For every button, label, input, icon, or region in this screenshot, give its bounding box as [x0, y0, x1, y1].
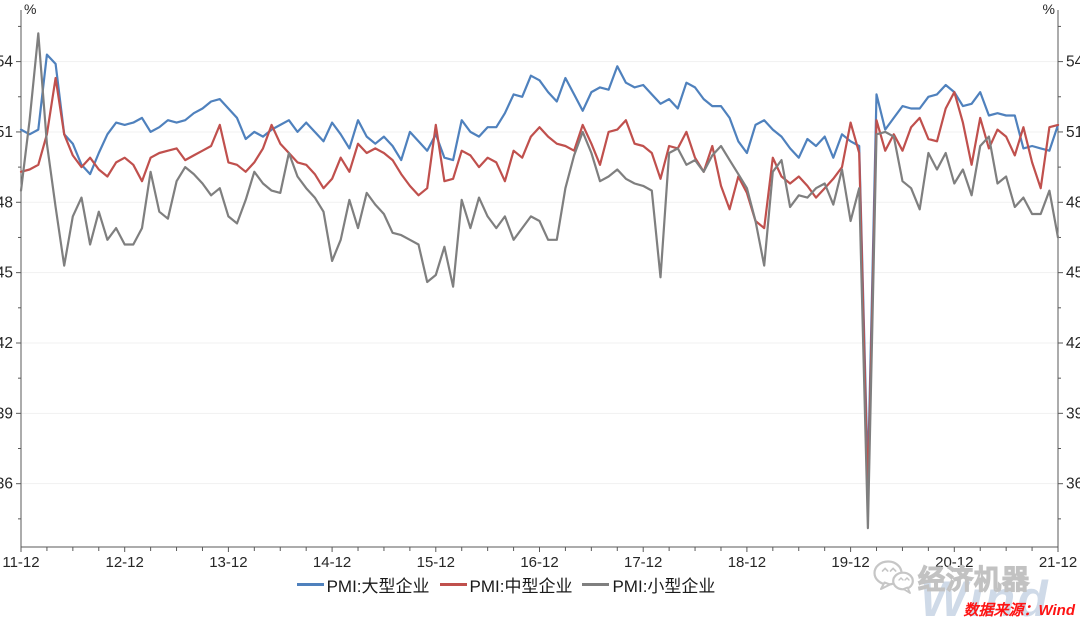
y-tick-label-right: 45 [1066, 265, 1080, 282]
x-tick-label: 18-12 [728, 554, 766, 571]
x-tick-label: 16-12 [520, 554, 558, 571]
y-axis-unit-left: % [24, 1, 36, 17]
legend-swatch-small [582, 583, 610, 586]
y-tick-label-right: 54 [1066, 54, 1080, 71]
y-tick-label-right: 39 [1066, 405, 1080, 422]
x-tick-label: 13-12 [209, 554, 247, 571]
brand-name: 经济机器 [917, 564, 1030, 595]
legend-item-medium: PMI:中型企业 [439, 572, 573, 597]
legend-swatch-medium [439, 583, 467, 586]
series-line-2 [19, 32, 1060, 530]
y-tick-label-left: 42 [0, 335, 13, 352]
series-line-1 [19, 76, 1060, 497]
legend-item-small: PMI:小型企业 [582, 572, 715, 597]
x-tick-label: 21-12 [1039, 554, 1077, 571]
data-source-label: 数据来源：Wind [963, 602, 1075, 619]
x-tick-label: 15-12 [417, 554, 455, 571]
y-tick-label-right: 36 [1066, 476, 1080, 493]
gridlines [21, 61, 1058, 485]
x-tick-label: 17-12 [624, 554, 662, 571]
x-tick-label: 14-12 [313, 554, 351, 571]
x-axis-ticks: 11-12 12-12 13-12 14-12 15-12 16-12 17-12 18-12… [2, 547, 1077, 571]
wind-watermark: Wind [920, 571, 1050, 627]
x-tick-label: 12-12 [106, 554, 144, 571]
y-tick-label-left: 45 [0, 265, 13, 282]
y-tick-label-left: 48 [0, 194, 13, 211]
chart-legend: PMI:大型企业 PMI:中型企业 PMI:小型企业 [0, 572, 1012, 597]
series-line-0 [19, 53, 1060, 478]
legend-label-large: PMI:大型企业 [326, 577, 430, 596]
x-tick-label: 11-12 [2, 554, 39, 571]
x-tick-label: 20-12 [935, 554, 973, 571]
legend-swatch-large [296, 583, 324, 586]
y-axis-ticks: 36 36 39 39 42 42 45 45 48 48 51 51 54 54 [0, 25, 1080, 520]
y-tick-label-left: 36 [0, 476, 13, 493]
legend-label-medium: PMI:中型企业 [469, 577, 573, 596]
axes [20, 10, 1059, 548]
y-tick-label-left: 54 [0, 54, 13, 71]
y-axis-unit-right: % [1043, 1, 1055, 17]
wechat-icon [873, 560, 914, 594]
y-tick-label-left: 51 [0, 124, 13, 141]
y-tick-label-right: 51 [1066, 124, 1080, 141]
y-tick-label-right: 42 [1066, 335, 1080, 352]
legend-item-large: PMI:大型企业 [296, 572, 430, 597]
brand-logo: 经济机器 [872, 558, 1030, 597]
legend-label-small: PMI:小型企业 [612, 577, 716, 596]
x-tick-label: 19-12 [831, 554, 869, 571]
y-tick-label-right: 48 [1066, 194, 1080, 211]
y-tick-label-left: 39 [0, 405, 13, 422]
